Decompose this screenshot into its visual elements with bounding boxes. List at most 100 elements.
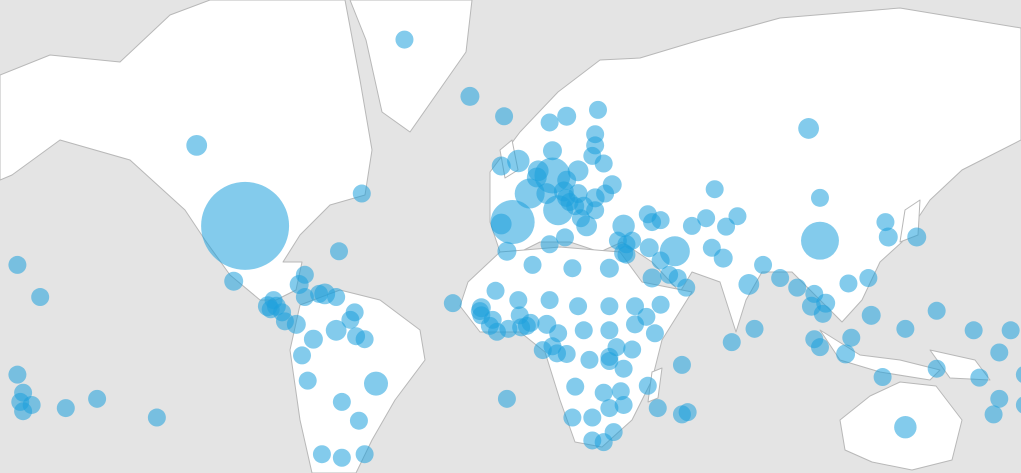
bubble[interactable] [571, 209, 590, 228]
bubble[interactable] [754, 255, 773, 274]
bubble[interactable] [497, 241, 517, 261]
bubble[interactable] [555, 228, 574, 247]
bubble[interactable] [325, 319, 347, 341]
bubble[interactable] [443, 294, 462, 313]
bubble[interactable] [293, 346, 312, 365]
bubble[interactable] [600, 321, 619, 340]
bubble[interactable] [201, 181, 290, 270]
bubble[interactable] [798, 118, 819, 139]
bubble[interactable] [717, 217, 736, 236]
bubble[interactable] [639, 238, 659, 258]
bubble[interactable] [395, 30, 414, 49]
bubble[interactable] [728, 207, 747, 226]
bubble[interactable] [599, 258, 619, 278]
bubble[interactable] [990, 343, 1009, 362]
bubble[interactable] [330, 242, 349, 261]
bubble[interactable] [738, 274, 760, 295]
bubble[interactable] [984, 405, 1003, 424]
bubble[interactable] [842, 328, 861, 347]
bubble[interactable] [540, 113, 559, 132]
bubble[interactable] [588, 100, 607, 119]
bubble[interactable] [927, 359, 946, 378]
bubble[interactable] [486, 281, 505, 300]
bubble[interactable] [611, 382, 630, 401]
bubble[interactable] [349, 411, 368, 430]
bubble[interactable] [705, 180, 724, 199]
bubble[interactable] [540, 291, 559, 310]
bubble[interactable] [536, 183, 558, 204]
bubble[interactable] [594, 154, 613, 173]
bubble[interactable] [625, 297, 644, 316]
bubble[interactable] [1015, 396, 1021, 414]
bubble[interactable] [31, 288, 50, 307]
bubble[interactable] [298, 371, 317, 390]
bubble[interactable] [813, 304, 832, 323]
bubble[interactable] [876, 213, 895, 232]
bubble[interactable] [364, 371, 389, 396]
bubble[interactable] [295, 288, 314, 307]
bubble[interactable] [612, 214, 635, 238]
bubble[interactable] [836, 344, 856, 364]
bubble[interactable] [651, 295, 670, 314]
bubble[interactable] [623, 231, 642, 250]
bubble[interactable] [583, 408, 602, 427]
bubble[interactable] [594, 383, 613, 402]
bubble[interactable] [614, 395, 633, 414]
bubble[interactable] [697, 209, 716, 228]
bubble[interactable] [600, 352, 619, 371]
bubble[interactable] [355, 330, 374, 349]
bubble[interactable] [355, 445, 374, 464]
bubble[interactable] [303, 329, 323, 349]
bubble[interactable] [839, 274, 858, 293]
bubble[interactable] [651, 251, 670, 270]
bubble[interactable] [88, 389, 107, 408]
bubble[interactable] [507, 149, 530, 173]
bubble[interactable] [533, 341, 552, 360]
bubble[interactable] [56, 399, 75, 418]
bubble[interactable] [623, 340, 642, 359]
bubble[interactable] [651, 211, 670, 230]
bubble[interactable] [600, 297, 619, 316]
bubble[interactable] [810, 338, 829, 357]
bubble[interactable] [645, 324, 664, 343]
bubble[interactable] [722, 333, 741, 352]
bubble[interactable] [563, 408, 582, 427]
bubble[interactable] [894, 415, 917, 439]
bubble[interactable] [642, 268, 662, 288]
bubble[interactable] [491, 156, 511, 176]
bubble[interactable] [557, 106, 577, 126]
bubble[interactable] [878, 227, 898, 247]
bubble[interactable] [604, 423, 623, 442]
bubble[interactable] [672, 405, 691, 424]
bubble[interactable] [521, 313, 540, 332]
bubble[interactable] [970, 368, 989, 387]
bubble[interactable] [927, 301, 946, 320]
bubble[interactable] [990, 389, 1009, 408]
bubble[interactable] [574, 321, 593, 340]
bubble[interactable] [617, 245, 636, 264]
bubble[interactable] [327, 288, 346, 307]
bubble[interactable] [557, 170, 577, 190]
bubble[interactable] [295, 265, 314, 284]
bubble[interactable] [1001, 321, 1020, 340]
bubble[interactable] [677, 278, 696, 297]
bubble[interactable] [600, 399, 619, 418]
bubble[interactable] [682, 216, 701, 235]
bubble[interactable] [540, 235, 559, 254]
bubble[interactable] [542, 141, 562, 161]
bubble[interactable] [14, 402, 33, 421]
bubble[interactable] [614, 359, 633, 378]
bubble[interactable] [514, 178, 545, 209]
bubble[interactable] [332, 448, 351, 467]
bubble[interactable] [264, 291, 283, 310]
bubble[interactable] [509, 291, 528, 310]
bubble[interactable] [713, 248, 733, 268]
bubble[interactable] [788, 278, 807, 297]
bubble[interactable] [460, 86, 480, 106]
bubble[interactable] [660, 265, 679, 284]
bubble[interactable] [490, 213, 512, 235]
bubble[interactable] [964, 321, 983, 340]
bubble[interactable] [147, 408, 166, 427]
bubble[interactable] [801, 221, 839, 260]
bubble[interactable] [286, 314, 306, 334]
